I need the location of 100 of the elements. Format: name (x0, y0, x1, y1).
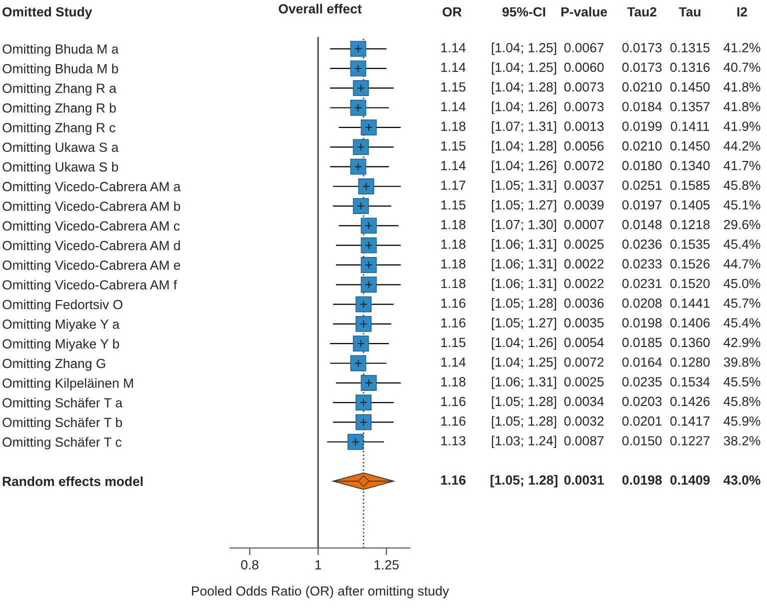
text: 43.0% (723, 475, 760, 485)
data-label: 1.18 (441, 278, 466, 288)
text: 0.0231 (622, 278, 662, 288)
text: 0.1526 (670, 259, 710, 269)
text: 45.8% (724, 396, 760, 406)
text: Tau2 (627, 7, 656, 17)
text: 42.9% (724, 338, 760, 348)
text: [1.06; 1.31] (492, 278, 556, 291)
point (350, 40, 366, 57)
point (356, 296, 372, 312)
y-tick-label: Omitting Schäfer T b (2, 417, 122, 430)
y-tick-label: Omitting Vicedo-Cabrera AM f (2, 280, 178, 292)
text: 0.1357 (670, 102, 710, 112)
data-label: 1.16 (441, 396, 466, 406)
text: 45.1% (724, 200, 760, 210)
text: 0.0201 (622, 416, 662, 426)
text: 0.0199 (622, 122, 662, 131)
data-label: 1.15 (441, 338, 466, 348)
text: [1.06; 1.31] (492, 258, 556, 272)
text: [1.04; 1.26] (492, 337, 556, 350)
data-label: 1.16 (441, 318, 466, 328)
text: 95%-CI (502, 7, 546, 17)
text: [1.05; 1.28] (490, 475, 558, 488)
text: 0.0031 (564, 475, 604, 485)
point (360, 257, 377, 273)
text: 0.0210 (622, 141, 662, 151)
text: 0.0173 (622, 42, 662, 52)
point (360, 218, 377, 234)
text: [1.04; 1.26] (492, 160, 556, 173)
text: 0.0025 (564, 240, 604, 249)
text: 45.7% (724, 298, 760, 308)
x-axis-title: Pooled Odds Ratio (OR) after omitting study (192, 586, 450, 598)
text: 0.0035 (564, 318, 604, 328)
y-tick-label: Omitting Ukawa S a (2, 142, 119, 155)
text: OR (442, 7, 462, 17)
text: 0.0072 (564, 160, 604, 170)
text: 0.0210 (622, 82, 662, 92)
text: P-value (561, 6, 608, 17)
point (360, 276, 377, 293)
data-label: 1.14 (441, 161, 466, 170)
text: 0.1406 (670, 318, 710, 328)
text: 40.7% (724, 62, 760, 72)
point (350, 158, 366, 175)
y-tick-label: Omitting Bhuda M a (2, 44, 119, 56)
text: 0.0148 (622, 220, 662, 230)
x-tick-label: 1.25 (374, 560, 399, 570)
text: 0.1441 (670, 298, 710, 308)
data-label: 1.18 (441, 240, 466, 249)
text: 0.1360 (670, 338, 710, 348)
data-label: 1.18 (441, 259, 466, 269)
text: 0.1585 (670, 180, 710, 190)
data-label: 1.18 (441, 122, 466, 131)
y-tick-label: Omitting Ukawa S b (2, 162, 118, 174)
text: [1.05; 1.28] (492, 298, 556, 310)
y-tick-label: Omitting Zhang R b (2, 102, 116, 116)
point (360, 119, 377, 136)
text: 0.1227 (670, 436, 710, 446)
text: 38.2% (724, 436, 760, 446)
text: 1.16 (441, 475, 466, 485)
y-tick-label: Omitting Vicedo-Cabrera AM b (2, 201, 180, 214)
data-label: 1.18 (441, 377, 466, 386)
data-label: 1.17 (441, 180, 466, 190)
text: 0.0235 (622, 377, 662, 386)
text: 45.4% (724, 240, 760, 249)
point (356, 316, 372, 332)
text: 0.0072 (564, 357, 604, 367)
text: [1.07; 1.31] (492, 121, 556, 134)
text: 0.0203 (622, 396, 662, 406)
text: 0.1450 (670, 141, 710, 151)
text: [1.05; 1.27] (492, 318, 556, 330)
text: 41.9% (724, 122, 760, 131)
text: 0.0180 (622, 160, 662, 170)
text: 0.1340 (670, 160, 710, 170)
point (350, 100, 366, 116)
text: [1.05; 1.28] (492, 396, 556, 409)
data-label: 1.13 (441, 436, 466, 446)
x-tick-label: 1 (315, 560, 322, 570)
text: 0.0073 (564, 102, 604, 112)
data-label: 1.16 (441, 416, 466, 426)
text: 0.1426 (670, 396, 710, 406)
text: [1.03; 1.24] (492, 436, 556, 448)
text: 0.0208 (622, 298, 662, 308)
point (348, 434, 364, 450)
text: I2 (737, 7, 747, 16)
data-label: 1.15 (441, 200, 466, 210)
text: [1.04; 1.28] (492, 82, 556, 94)
y-tick-label: Omitting Miyake Y a (2, 319, 120, 332)
text: 0.1534 (670, 377, 710, 386)
text: [1.04; 1.28] (492, 140, 556, 154)
text: 0.1417 (670, 416, 710, 426)
text: 0.1315 (670, 42, 710, 52)
text: 41.2% (724, 42, 760, 52)
y-tick-label: Random effects model (2, 476, 143, 486)
data-label: 1.18 (441, 220, 466, 230)
text: [1.04; 1.26] (492, 102, 556, 114)
text: 41.7% (724, 160, 760, 170)
text: 0.0197 (622, 200, 662, 210)
text: 0.0034 (564, 396, 604, 406)
text: 41.8% (724, 82, 760, 92)
y-tick-label: Omitting Kilpeläinen M (2, 378, 133, 390)
